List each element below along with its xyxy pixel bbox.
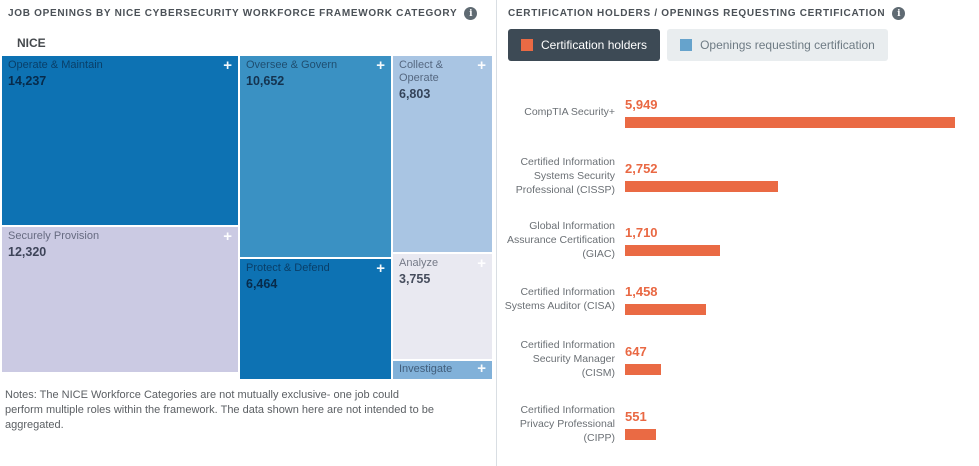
- expand-icon[interactable]: +: [477, 255, 486, 272]
- tile-value: 14,237: [8, 74, 47, 88]
- cert-row: CompTIA Security+ 5,949: [498, 82, 973, 142]
- treemap-tile-operate-maintain[interactable]: Operate & Maintain 14,237 +: [2, 56, 238, 225]
- treemap-tile-analyze[interactable]: Analyze 3,755 +: [393, 254, 492, 359]
- tile-label: Analyze: [399, 257, 439, 269]
- cert-value: 1,458: [625, 283, 658, 299]
- info-icon[interactable]: i: [892, 7, 906, 20]
- cert-value: 647: [625, 343, 647, 359]
- cert-row: Global Information Assurance Certificati…: [498, 210, 973, 270]
- treemap-panel-header: JOB OPENINGS BY NICE CYBERSECURITY WORKF…: [8, 7, 478, 20]
- cert-bar[interactable]: [625, 116, 955, 128]
- cert-bar[interactable]: [625, 363, 661, 375]
- treemap-tile-collect-operate[interactable]: Collect & Operate 6,803 +: [393, 56, 492, 252]
- certification-panel: CERTIFICATION HOLDERS / OPENINGS REQUEST…: [498, 0, 979, 466]
- expand-icon[interactable]: +: [376, 260, 385, 277]
- cert-label: Global Information Assurance Certificati…: [507, 220, 615, 260]
- cert-label: Certified Information Systems Auditor (C…: [504, 286, 615, 312]
- tile-value: 3,755: [399, 272, 431, 286]
- tile-label: Oversee & Govern: [246, 59, 338, 71]
- expand-icon[interactable]: +: [223, 228, 232, 245]
- tile-label: Protect & Defend: [246, 262, 330, 274]
- tile-value: 10,652: [246, 74, 285, 88]
- treemap-panel-title: JOB OPENINGS BY NICE CYBERSECURITY WORKF…: [8, 8, 458, 19]
- tile-value: 6,803: [399, 87, 431, 101]
- panel-divider: [496, 0, 497, 466]
- cert-bar[interactable]: [625, 428, 656, 440]
- expand-icon[interactable]: +: [223, 57, 232, 74]
- cert-value: 1,710: [625, 224, 658, 240]
- legend-openings-requesting-certification[interactable]: Openings requesting certification: [667, 29, 888, 61]
- chart-legend: Certification holders Openings requestin…: [508, 29, 888, 61]
- info-icon[interactable]: i: [464, 7, 478, 20]
- cert-value: 5,949: [625, 96, 658, 112]
- treemap-tile-protect-defend[interactable]: Protect & Defend 6,464 +: [240, 259, 391, 379]
- legend-certification-holders[interactable]: Certification holders: [508, 29, 661, 61]
- legend-label: Openings requesting certification: [700, 38, 875, 52]
- tile-label: Collect & Operate: [399, 59, 444, 84]
- treemap-root-label: NICE: [17, 36, 46, 50]
- cert-value: 2,752: [625, 160, 658, 176]
- cert-bar[interactable]: [625, 180, 778, 192]
- cert-bar[interactable]: [625, 303, 706, 315]
- cert-label: Certified Information Privacy Profession…: [519, 404, 615, 444]
- certification-panel-header: CERTIFICATION HOLDERS / OPENINGS REQUEST…: [508, 7, 906, 20]
- orange-swatch-icon: [521, 39, 533, 51]
- treemap: Operate & Maintain 14,237 + Securely Pro…: [2, 56, 492, 379]
- treemap-notes: Notes: The NICE Workforce Categories are…: [5, 389, 435, 431]
- legend-label: Certification holders: [541, 38, 648, 52]
- expand-icon[interactable]: +: [477, 57, 486, 74]
- treemap-tile-investigate[interactable]: Investigate +: [393, 361, 492, 379]
- treemap-panel: JOB OPENINGS BY NICE CYBERSECURITY WORKF…: [2, 7, 492, 431]
- tile-label: Operate & Maintain: [8, 59, 103, 71]
- bar-chart: CompTIA Security+ 5,949 Certified Inform…: [498, 82, 973, 458]
- cert-label: Certified Information Systems Security P…: [515, 156, 615, 196]
- tile-value: 6,464: [246, 277, 278, 291]
- treemap-tile-securely-provision[interactable]: Securely Provision 12,320 +: [2, 227, 238, 372]
- cert-label: CompTIA Security+: [524, 106, 615, 118]
- cert-value: 551: [625, 408, 647, 424]
- cert-bar[interactable]: [625, 244, 720, 256]
- cert-row: Certified Information Security Manager (…: [498, 328, 973, 390]
- certification-panel-title: CERTIFICATION HOLDERS / OPENINGS REQUEST…: [508, 8, 886, 19]
- tile-label: Securely Provision: [8, 230, 100, 242]
- tile-label: Investigate: [399, 363, 453, 375]
- expand-icon[interactable]: +: [376, 57, 385, 74]
- expand-icon[interactable]: +: [477, 361, 486, 377]
- cert-row: Certified Information Systems Auditor (C…: [498, 270, 973, 328]
- treemap-tile-oversee-govern[interactable]: Oversee & Govern 10,652 +: [240, 56, 391, 257]
- blue-swatch-icon: [680, 39, 693, 51]
- cert-row: Certified Information Systems Security P…: [498, 142, 973, 210]
- tile-value: 12,320: [8, 245, 47, 259]
- cert-row: Certified Information Privacy Profession…: [498, 390, 973, 458]
- cert-label: Certified Information Security Manager (…: [520, 339, 615, 379]
